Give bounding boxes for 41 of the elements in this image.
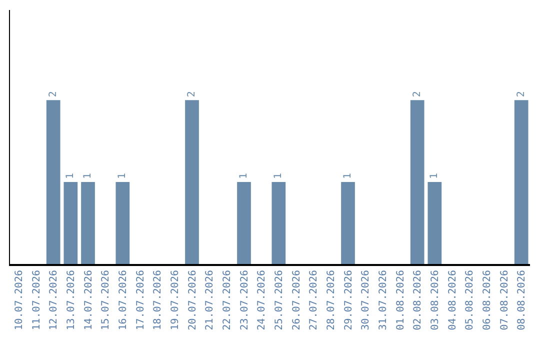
- x-tick-label: 17.07.2026: [135, 270, 146, 330]
- data-label: 2: [412, 91, 423, 98]
- x-tick-label: 16.07.2026: [118, 270, 129, 330]
- x-tick-label: 11.07.2026: [31, 270, 42, 330]
- x-tick-label: 03.08.2026: [430, 270, 441, 330]
- x-tick-label: 08.08.2026: [516, 270, 528, 330]
- x-tick-label: 19.07.2026: [170, 270, 181, 330]
- data-label: 1: [273, 173, 284, 180]
- x-tick-label: 13.07.2026: [66, 270, 77, 330]
- data-label: 1: [342, 173, 354, 180]
- x-tick-label: 18.07.2026: [152, 270, 164, 330]
- x-tick-label: 05.08.2026: [464, 270, 476, 330]
- x-tick-label: 20.07.2026: [187, 270, 198, 330]
- x-tick-label: 24.07.2026: [256, 270, 268, 330]
- x-tick-label: 02.08.2026: [412, 270, 424, 330]
- x-tick-label: 04.08.2026: [447, 270, 458, 330]
- x-tick-label: 26.07.2026: [291, 270, 302, 330]
- x-tick-label: 27.07.2026: [308, 270, 320, 330]
- x-tick-label: 23.07.2026: [239, 270, 250, 330]
- x-tick-label: 15.07.2026: [100, 270, 112, 330]
- x-tick-label: 14.07.2026: [83, 270, 94, 330]
- data-label: 2: [186, 91, 198, 98]
- data-label: 2: [516, 91, 527, 98]
- x-tick-label: 25.07.2026: [274, 270, 285, 330]
- x-tick-label: 22.07.2026: [222, 270, 233, 330]
- x-tick-label: 12.07.2026: [48, 270, 60, 330]
- x-tick-label: 10.07.2026: [14, 270, 25, 330]
- x-tick-label: 01.08.2026: [395, 270, 406, 330]
- x-tick-label: 06.08.2026: [482, 270, 493, 330]
- data-label: 2: [48, 91, 59, 98]
- data-label: 1: [65, 173, 76, 180]
- data-label: 1: [238, 173, 250, 180]
- x-tick-label: 07.08.2026: [499, 270, 510, 330]
- x-tick-label: 30.07.2026: [360, 270, 372, 330]
- x-tick-label: 31.07.2026: [378, 270, 389, 330]
- data-label: 1: [117, 173, 128, 180]
- x-tick-label: 28.07.2026: [326, 270, 337, 330]
- data-label: 1: [82, 173, 94, 180]
- x-tick-label: 29.07.2026: [343, 270, 354, 330]
- x-tick-label: 21.07.2026: [204, 270, 216, 330]
- data-label: 1: [429, 173, 440, 180]
